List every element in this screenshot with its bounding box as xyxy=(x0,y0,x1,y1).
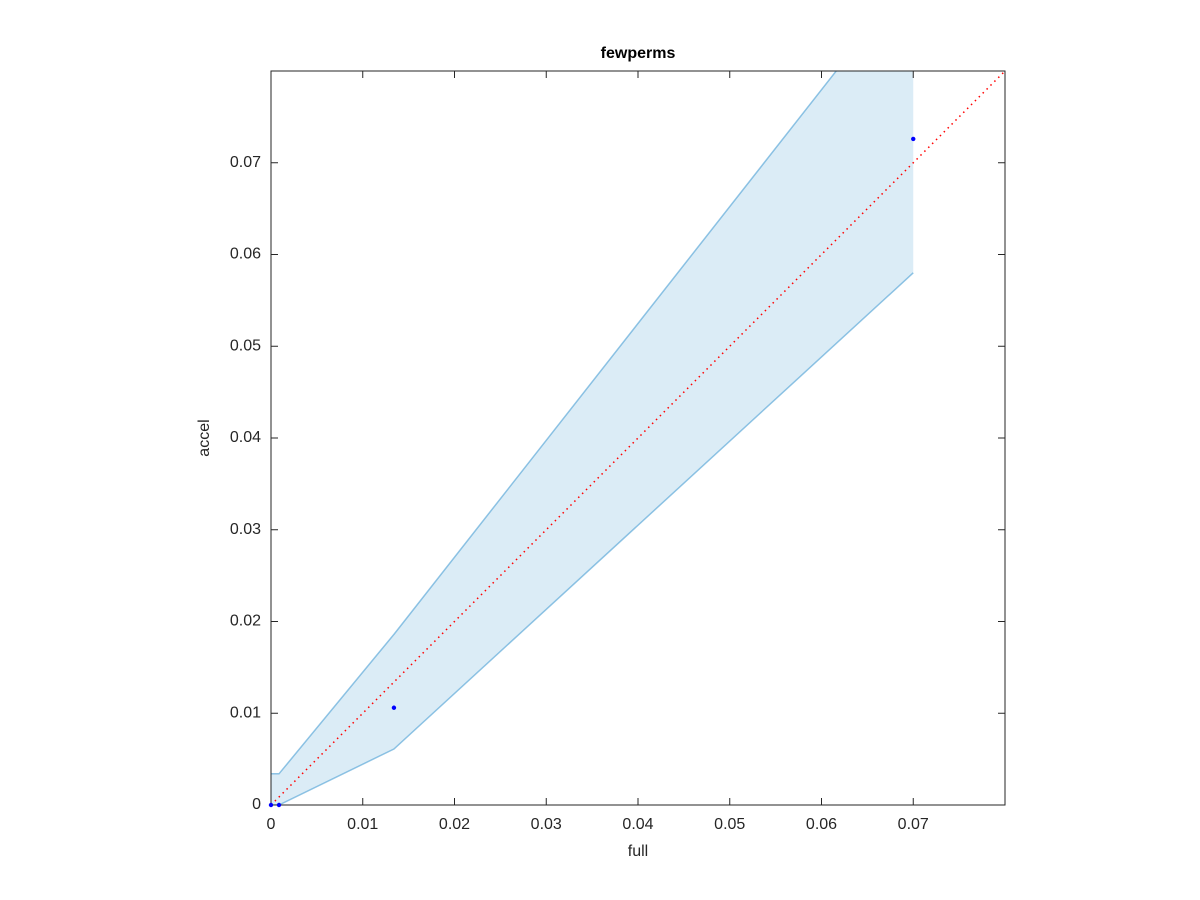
y-tick-label: 0.06 xyxy=(230,246,261,263)
confidence-band xyxy=(271,71,914,805)
y-tick-label: 0.07 xyxy=(230,154,261,171)
x-tick-label: 0.02 xyxy=(439,816,470,833)
point xyxy=(391,705,397,710)
x-tick-label: 0.01 xyxy=(347,816,378,833)
x-tick-label: 0.03 xyxy=(531,816,562,833)
x-tick-label: 0 xyxy=(267,816,276,833)
band-lower xyxy=(271,272,914,805)
y-tick-label: 0.05 xyxy=(230,337,261,354)
chart-title: fewperms xyxy=(601,45,676,62)
x-tick-label: 0.05 xyxy=(714,816,745,833)
y-tick-label: 0.02 xyxy=(230,613,261,630)
point xyxy=(911,136,916,142)
y-tick-label: 0.03 xyxy=(230,521,261,538)
band-upper xyxy=(271,71,838,775)
plot-area xyxy=(271,71,1005,805)
y-tick-label: 0 xyxy=(252,796,261,813)
y-tick-label: 0.01 xyxy=(230,704,261,721)
y-axis-label: accel xyxy=(196,419,213,456)
x-tick-label: 0.06 xyxy=(806,816,837,833)
x-tick-label: 0.07 xyxy=(898,816,929,833)
point xyxy=(268,802,274,808)
x-axis-label: full xyxy=(628,843,648,860)
y-tick-label: 0.04 xyxy=(230,429,261,446)
x-tick-label: 0.04 xyxy=(622,816,653,833)
point xyxy=(276,802,282,808)
